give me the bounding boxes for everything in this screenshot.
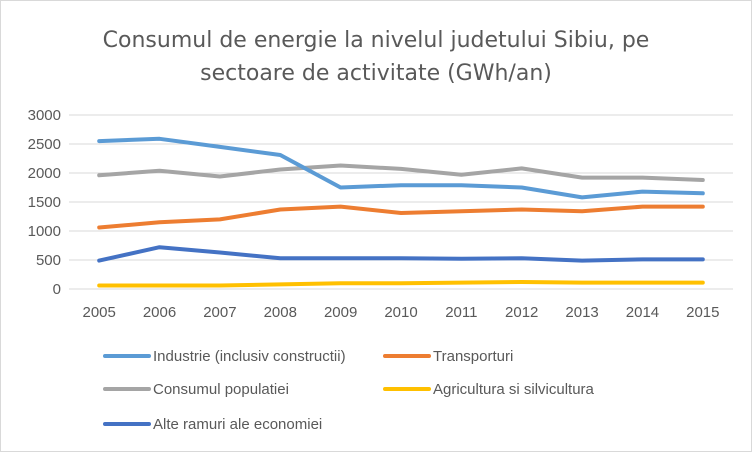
y-tick-label: 2000 <box>28 165 61 182</box>
y-tick-label: 500 <box>36 252 61 269</box>
y-tick-label: 1000 <box>28 223 61 240</box>
y-tick-label: 2500 <box>28 136 61 153</box>
y-tick-label: 3000 <box>28 107 61 124</box>
chart-title-line-1: Consumul de energie la nivelul judetului… <box>103 28 650 53</box>
x-tick-label: 2006 <box>143 304 176 321</box>
series-line-transporturi <box>97 204 705 230</box>
legend: Industrie (inclusiv constructii) Transpor… <box>103 348 595 433</box>
x-tick-label: 2005 <box>82 304 115 321</box>
x-tick-label: 2008 <box>264 304 297 321</box>
legend-label: Alte ramuri ale economiei <box>153 416 322 433</box>
x-tick-label: 2010 <box>384 304 417 321</box>
x-tick-label: 2009 <box>324 304 357 321</box>
legend-label: Consumul populatiei <box>153 381 289 398</box>
y-axis-ticks: 0 500 1000 1500 2000 2500 3000 <box>28 107 61 298</box>
y-tick-label: 1500 <box>28 194 61 211</box>
legend-label: Transporturi <box>433 348 513 365</box>
series-line-alte-ramuri-ale-economiei <box>97 245 705 263</box>
series-line-agricultura-si-silvicultura <box>97 280 705 288</box>
legend-label: Agricultura si silvicultura <box>433 381 595 398</box>
chart-title-line-2: sectoare de activitate (GWh/an) <box>200 61 552 86</box>
legend-label: Industrie (inclusiv constructii) <box>153 348 346 365</box>
series-lines <box>97 136 705 288</box>
x-tick-label: 2014 <box>626 304 659 321</box>
x-tick-label: 2015 <box>686 304 719 321</box>
series-line-industrie-inclusiv-constructii <box>97 136 705 200</box>
x-tick-label: 2007 <box>203 304 236 321</box>
x-tick-label: 2013 <box>565 304 598 321</box>
y-tick-label: 0 <box>53 281 61 298</box>
series-line-consumul-populatiei <box>97 163 705 182</box>
x-axis-ticks: 2005 2006 2007 2008 2009 2010 2011 2012 2013 2014… <box>82 304 719 321</box>
x-tick-label: 2012 <box>505 304 538 321</box>
x-tick-label: 2011 <box>445 304 477 321</box>
